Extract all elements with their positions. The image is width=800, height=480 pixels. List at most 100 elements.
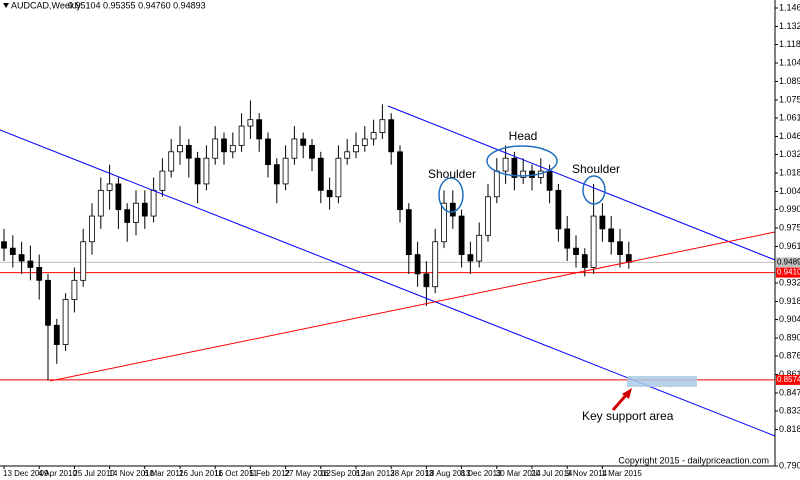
candle-body (71, 279, 78, 300)
level-label: 0.85749 (777, 375, 800, 384)
candle-body (361, 138, 368, 146)
candle-body (194, 157, 201, 185)
y-tick-label: 0.99010 (779, 204, 800, 214)
candle-body (45, 279, 51, 326)
trendline (49, 231, 776, 382)
candle-body (388, 119, 395, 153)
candle-body (397, 151, 403, 211)
candle-body (212, 138, 219, 159)
y-tick-label: 1.08970 (779, 76, 800, 86)
plot-area (0, 100, 775, 381)
candle-body (106, 183, 113, 191)
candle-body (511, 157, 518, 178)
candle-body (229, 144, 236, 153)
x-tick-label: 16 Sep 2012 (320, 469, 366, 478)
x-tick-label: 9 Nov 2014 (566, 469, 607, 478)
level-tag (776, 267, 800, 278)
x-tick-label: 16 Oct 2011 (214, 469, 258, 478)
candle-body (432, 241, 439, 288)
candle-body (265, 138, 271, 166)
candle-body (546, 170, 553, 191)
x-tick-label: 5 Feb 2012 (249, 469, 290, 478)
candle-body (27, 260, 34, 268)
candle-body (458, 215, 465, 256)
candle-body (203, 157, 210, 185)
x-tick-label: 6 Jan 2013 (355, 469, 395, 478)
y-tick-label: 1.11850 (779, 39, 800, 49)
candle-body (353, 144, 359, 153)
candle-body (423, 273, 430, 288)
candle-body (221, 138, 227, 153)
x-tick-label: 4 Apr 2010 (38, 469, 77, 478)
candle-body (256, 119, 263, 140)
y-tick-label: 0.81890 (779, 424, 800, 434)
candle-body (344, 151, 351, 159)
candle-body (564, 228, 571, 249)
annotation: Shoulder (428, 167, 476, 181)
candle-body (441, 202, 447, 243)
candle-body (617, 241, 623, 256)
candle-body (89, 215, 95, 243)
candle-body (238, 125, 245, 146)
x-tick-label: 30 Mar 2014 (496, 469, 541, 478)
y-tick-label: 1.07530 (779, 94, 800, 104)
candle-body (133, 202, 139, 223)
candle-body (485, 196, 491, 236)
candle-body (573, 247, 579, 256)
level-tag (776, 257, 800, 268)
support-area (627, 376, 697, 387)
candle-body (502, 157, 509, 172)
y-tick-label: 0.96130 (779, 241, 800, 251)
x-tick-label: 27 May 2012 (285, 469, 332, 478)
level-label: 0.94893 (777, 258, 800, 267)
x-tick-label: 20 Jul 2014 (531, 469, 573, 478)
candle-body (80, 241, 87, 281)
candle-body (53, 324, 60, 345)
candle-body (317, 157, 324, 191)
y-tick-label: 0.86170 (779, 369, 800, 379)
candle-body (625, 254, 632, 263)
candle-body (1, 241, 7, 249)
candle-body (36, 267, 43, 281)
x-tick-label: 18 Aug 2013 (425, 469, 470, 478)
x-tick-label: 25 Jul 2010 (73, 469, 115, 478)
symbol: AUDCAD,Weekly (11, 0, 81, 10)
copyright: Copyright 2015 - dailypriceaction.com (618, 455, 769, 465)
candle-body (467, 254, 474, 262)
candle-body (115, 183, 122, 211)
candle-body (124, 209, 131, 223)
head-circle (486, 145, 558, 177)
y-tick-label: 0.93290 (779, 277, 800, 287)
y-tick-label: 1.03290 (779, 149, 800, 159)
candle-body (273, 164, 280, 185)
y-tick-label: 1.00410 (779, 186, 800, 196)
candle-body (599, 215, 606, 230)
candle-body (185, 144, 192, 159)
candle-body (529, 170, 535, 178)
x-tick-label: 14 Nov 2010 (109, 469, 155, 478)
candle-body (168, 151, 175, 172)
candle-body (291, 138, 298, 159)
shoulder-circle (438, 177, 464, 213)
y-tick-label: 1.01850 (779, 167, 800, 177)
candle-body (370, 132, 377, 140)
x-tick-label: 6 Mar 2011 (144, 469, 184, 478)
candle-body (97, 189, 104, 217)
y-tick-label: 0.83330 (779, 405, 800, 415)
y-tick-label: 1.13250 (779, 21, 800, 31)
y-tick-label: 1.06130 (779, 112, 800, 122)
candle-body (493, 170, 500, 198)
candle-body (159, 170, 166, 191)
x-tick-label: 26 Jun 2011 (179, 469, 223, 478)
y-tick-label: 1.14690 (779, 2, 800, 12)
x-tick-label: 8 Dec 2013 (461, 469, 502, 478)
y-tick-label: 1.04690 (779, 131, 800, 141)
x-tick-label: 1 Mar 2015 (601, 469, 642, 478)
candle-body (18, 254, 25, 262)
candle-body (335, 157, 342, 198)
level-tag (776, 374, 800, 385)
candle-body (282, 157, 289, 185)
annotation: Shoulder (572, 162, 620, 176)
